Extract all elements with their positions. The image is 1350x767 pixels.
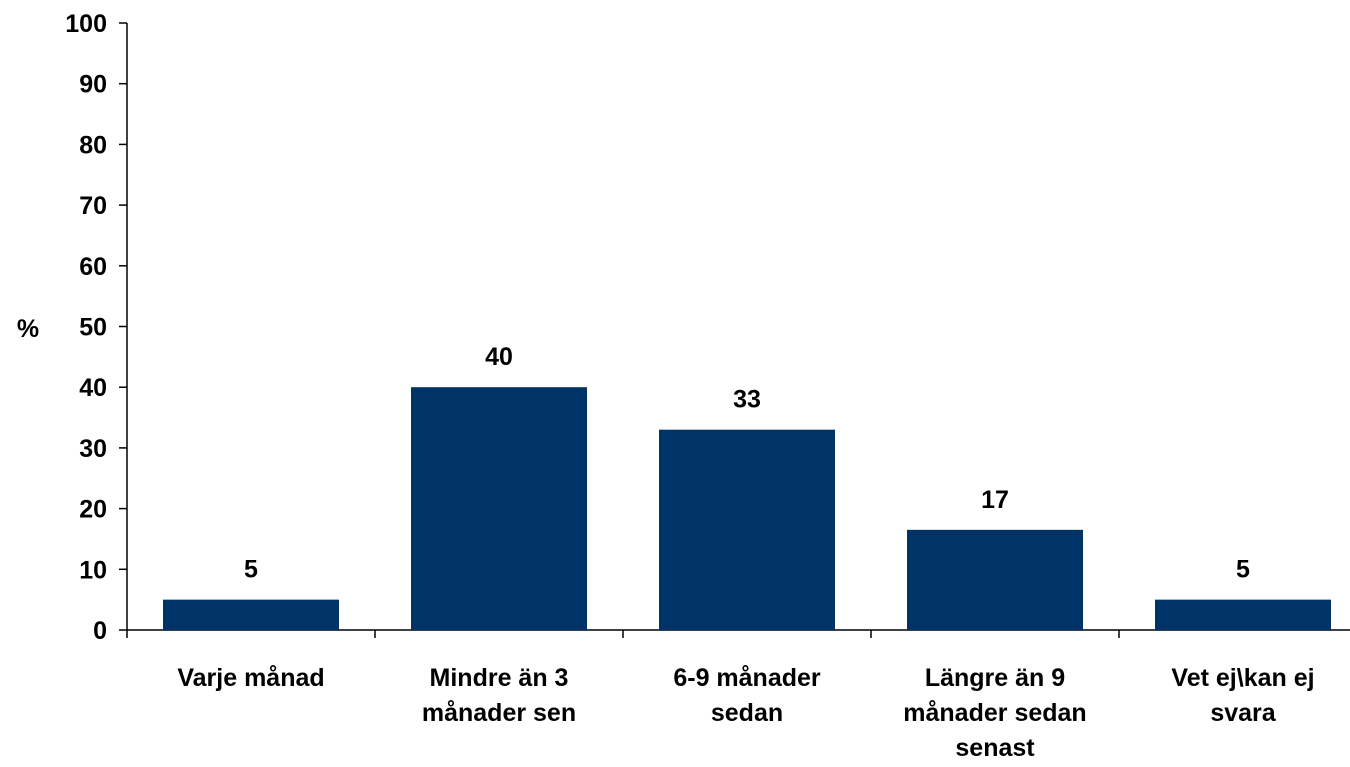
bar-value-label: 5 (244, 556, 258, 584)
y-tick-label: 30 (79, 435, 107, 463)
bar-value-label: 40 (485, 343, 513, 371)
bar (163, 599, 339, 630)
category-label-line: månader sedan (903, 699, 1086, 727)
bars (163, 387, 1331, 630)
category-label-line: senast (955, 734, 1035, 762)
bar-value-label: 33 (733, 386, 761, 414)
category-labels: Varje månad Mindre än 3 månader sen 6-9 mån… (177, 664, 1314, 762)
y-tick-label: 80 (79, 131, 107, 159)
category-label-line: Mindre än 3 (430, 664, 569, 692)
category-label: 6-9 månader sedan (673, 664, 821, 727)
category-label-line: Längre än 9 (925, 664, 1065, 692)
data-labels: 5 40 33 17 5 (244, 343, 1250, 583)
y-tick-label: 60 (79, 253, 107, 281)
category-label: Varje månad (177, 664, 324, 692)
y-tick-label: 10 (79, 556, 107, 584)
y-tick-label: 70 (79, 192, 107, 220)
category-label-line: Varje månad (177, 664, 324, 692)
category-label-line: svara (1210, 699, 1276, 727)
bar (1155, 599, 1331, 630)
category-label-line: 6-9 månader (673, 664, 821, 692)
y-tick-label: 0 (93, 617, 107, 645)
y-tick-label: 20 (79, 496, 107, 524)
bar-value-label: 17 (981, 486, 1009, 514)
y-tick-label: 40 (79, 374, 107, 402)
bar (907, 529, 1083, 630)
category-label: Vet ej\kan ej svara (1171, 664, 1314, 727)
y-tick-label: 90 (79, 71, 107, 99)
bar-value-label: 5 (1236, 556, 1250, 584)
category-label-line: månader sen (422, 699, 576, 727)
y-tick-label: 50 (79, 314, 107, 342)
category-label: Längre än 9 månader sedan senast (903, 664, 1086, 762)
bar (411, 387, 587, 630)
bar (659, 429, 835, 630)
y-axis: 0 10 20 30 40 50 60 70 80 90 100 (65, 10, 128, 645)
x-axis (126, 629, 1350, 638)
category-label-line: sedan (711, 699, 783, 727)
y-axis-label: % (17, 315, 39, 343)
category-label: Mindre än 3 månader sen (422, 664, 576, 727)
category-label-line: Vet ej\kan ej (1171, 664, 1314, 692)
y-tick-label: 100 (65, 10, 107, 38)
